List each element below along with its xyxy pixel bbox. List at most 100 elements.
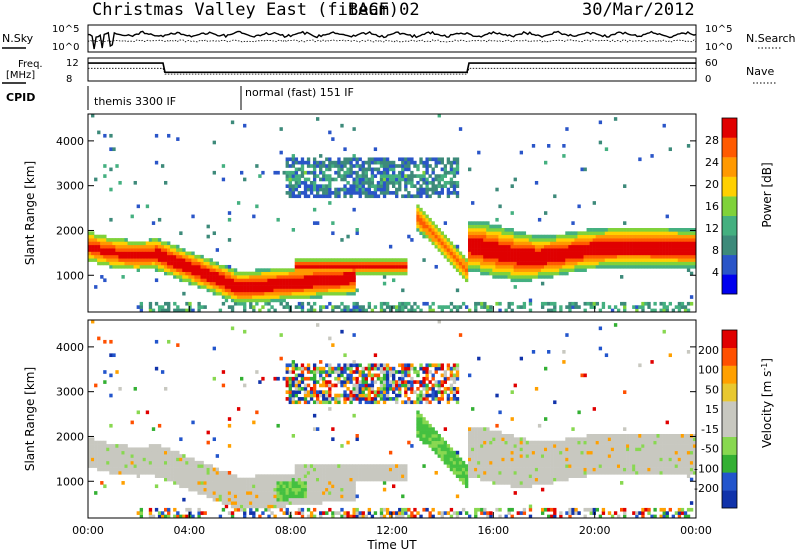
power-cell bbox=[131, 265, 134, 269]
velocity-cell bbox=[383, 374, 386, 378]
power-cell bbox=[425, 161, 428, 165]
power-cell bbox=[155, 268, 158, 272]
power-cell bbox=[535, 275, 538, 279]
velocity-cell bbox=[447, 447, 450, 451]
colorbar-swatch bbox=[722, 157, 737, 177]
velocity-cell bbox=[252, 501, 255, 505]
power-cell bbox=[404, 265, 407, 269]
velocity-cell bbox=[425, 437, 428, 441]
power-cell bbox=[173, 252, 176, 256]
power-cell bbox=[112, 258, 115, 262]
power-cell bbox=[504, 275, 507, 279]
velocity-cell bbox=[368, 367, 371, 371]
velocity-cell bbox=[328, 387, 331, 391]
velocity-cell bbox=[100, 481, 103, 485]
power-cell bbox=[526, 252, 529, 256]
power-cell bbox=[352, 258, 355, 262]
power-cell bbox=[213, 278, 216, 282]
power-cell bbox=[228, 265, 231, 269]
velocity-cell bbox=[204, 488, 207, 492]
velocity-cell bbox=[334, 464, 337, 468]
power-cell bbox=[313, 221, 316, 225]
power-cell bbox=[477, 252, 480, 256]
power-cell bbox=[292, 272, 295, 276]
power-cell bbox=[322, 164, 325, 168]
power-cell bbox=[267, 278, 270, 282]
power-cell bbox=[194, 265, 197, 269]
power-cell bbox=[228, 285, 231, 289]
power-cell bbox=[441, 178, 444, 182]
velocity-cell bbox=[219, 491, 222, 495]
velocity-cell bbox=[444, 387, 447, 391]
velocity-cell bbox=[118, 464, 121, 468]
power-cell bbox=[492, 231, 495, 235]
power-cell bbox=[134, 248, 137, 252]
velocity-cell bbox=[337, 471, 340, 475]
velocity-cell bbox=[343, 468, 346, 472]
velocity-cell bbox=[307, 370, 310, 374]
power-cell bbox=[371, 157, 374, 161]
power-cell bbox=[432, 238, 435, 242]
velocity-cell bbox=[380, 508, 383, 512]
velocity-cell bbox=[270, 501, 273, 505]
power-cell bbox=[435, 245, 438, 249]
power-cell bbox=[690, 248, 693, 252]
power-cell bbox=[623, 235, 626, 239]
velocity-cell bbox=[161, 370, 164, 374]
power-cell bbox=[453, 248, 456, 252]
velocity-cell bbox=[489, 478, 492, 482]
velocity-cell bbox=[307, 488, 310, 492]
velocity-cell bbox=[383, 384, 386, 388]
velocity-cell bbox=[419, 397, 422, 401]
velocity-cell bbox=[422, 367, 425, 371]
velocity-cell bbox=[276, 505, 279, 509]
velocity-cell bbox=[343, 474, 346, 478]
velocity-cell bbox=[264, 491, 267, 495]
power-cell bbox=[501, 272, 504, 276]
velocity-cell bbox=[222, 484, 225, 488]
velocity-cell bbox=[334, 494, 337, 498]
power-cell bbox=[653, 228, 656, 232]
velocity-cell bbox=[474, 447, 477, 451]
power-cell bbox=[422, 181, 425, 185]
velocity-cell bbox=[249, 498, 252, 502]
velocity-cell bbox=[100, 447, 103, 451]
power-cell bbox=[349, 258, 352, 262]
power-cell bbox=[97, 241, 100, 245]
velocity-cell bbox=[243, 505, 246, 509]
velocity-cell bbox=[328, 484, 331, 488]
power-cell bbox=[359, 181, 362, 185]
velocity-cell bbox=[334, 471, 337, 475]
power-cell bbox=[462, 262, 465, 266]
velocity-cell bbox=[340, 478, 343, 482]
power-cell bbox=[289, 288, 292, 292]
velocity-cell bbox=[368, 397, 371, 401]
velocity-cell bbox=[447, 458, 450, 462]
power-cell bbox=[352, 127, 355, 131]
velocity-cell bbox=[91, 437, 94, 441]
power-cell bbox=[492, 275, 495, 279]
power-cell bbox=[167, 268, 170, 272]
power-cell bbox=[167, 241, 170, 245]
velocity-cell bbox=[432, 441, 435, 445]
velocity-cell bbox=[374, 380, 377, 384]
velocity-cell bbox=[228, 424, 231, 428]
power-cell bbox=[343, 188, 346, 192]
velocity-cell bbox=[343, 380, 346, 384]
power-cell bbox=[276, 285, 279, 289]
power-cell bbox=[401, 168, 404, 172]
power-cell bbox=[450, 164, 453, 168]
velocity-cell bbox=[383, 471, 386, 475]
velocity-cell bbox=[112, 468, 115, 472]
power-cell bbox=[188, 278, 191, 282]
velocity-cell bbox=[371, 464, 374, 468]
velocity-cell bbox=[240, 508, 243, 512]
velocity-cell bbox=[128, 464, 131, 468]
velocity-cell bbox=[480, 511, 483, 515]
power-cell bbox=[684, 262, 687, 266]
velocity-cell bbox=[210, 468, 213, 472]
velocity-cell bbox=[137, 458, 140, 462]
power-cell bbox=[225, 282, 228, 286]
velocity-cell bbox=[435, 384, 438, 388]
